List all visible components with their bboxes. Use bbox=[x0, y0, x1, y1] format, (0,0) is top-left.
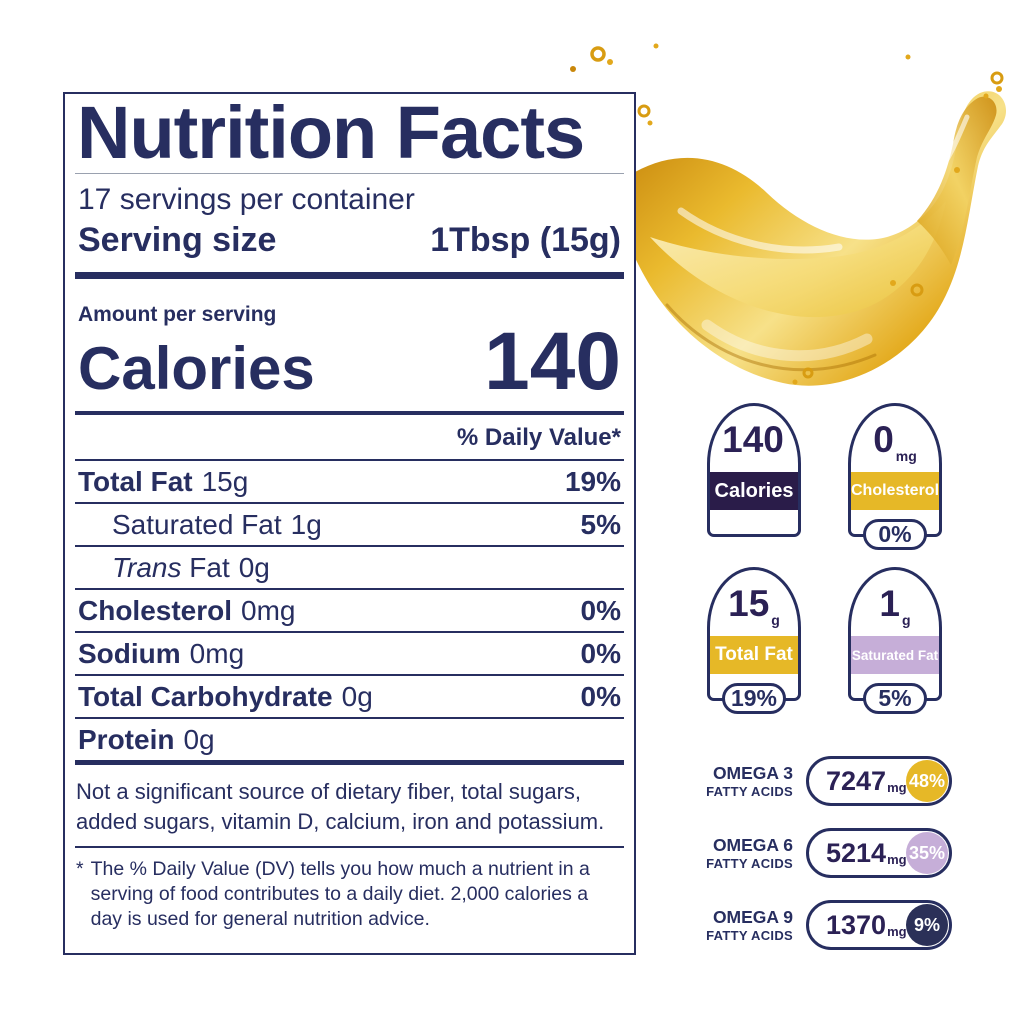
omega-9-name: OMEGA 9 bbox=[712, 906, 793, 927]
omega-3-pill: 7247 mg 48% bbox=[806, 756, 952, 806]
thick-divider bbox=[75, 272, 624, 280]
thick-divider-bottom bbox=[75, 760, 624, 766]
serving-size-value: 1Tbsp (15g) bbox=[430, 221, 621, 260]
omega-6-pill: 5214 mg 35% bbox=[806, 828, 952, 878]
footnote-text: The % Daily Value (DV) tells you how muc… bbox=[90, 857, 590, 931]
omega-9-sublabel: FATTY ACIDS bbox=[706, 927, 793, 943]
nutrition-facts-label: Nutrition Facts 17 servings per containe… bbox=[63, 92, 636, 955]
badge-calories-label: Calories bbox=[714, 479, 794, 502]
badge-saturated-fat-percent: 5% bbox=[863, 683, 927, 714]
badge-cholesterol-percent: 0% bbox=[863, 519, 927, 550]
badge-cholesterol-unit: mg bbox=[895, 448, 917, 464]
badge-total-fat-value: 15 bbox=[728, 582, 770, 624]
calories-row: Calories 140 bbox=[75, 316, 624, 408]
badge-calories-value: 140 bbox=[722, 418, 784, 460]
badge-cholesterol-value: 0 bbox=[873, 418, 894, 460]
calories-label: Calories bbox=[78, 335, 315, 403]
dv-value: 5% bbox=[580, 508, 621, 540]
oil-droplets bbox=[570, 43, 1004, 385]
omega-9-pill: 1370 mg 9% bbox=[806, 900, 952, 950]
badge-cholesterol: 0 mg Cholesterol 0% bbox=[848, 403, 942, 550]
footnote-asterisk: * bbox=[76, 857, 84, 880]
omega-3-value: 7247 bbox=[826, 765, 887, 796]
serving-size-label: Serving size bbox=[78, 221, 277, 260]
nutrient-row-total-carbohydrate: Total Carbohydrate 0g 0% bbox=[75, 676, 624, 720]
not-significant-note: Not a significant source of dietary fibe… bbox=[75, 771, 624, 848]
omega-3-percent: 48% bbox=[906, 760, 948, 802]
omega-3-row: OMEGA 3 FATTY ACIDS 7247 mg 48% bbox=[690, 756, 952, 806]
label-title: Nutrition Facts bbox=[77, 91, 585, 174]
badge-saturated-fat-label: Saturated Fat bbox=[851, 647, 939, 663]
omega-3-sublabel: FATTY ACIDS bbox=[706, 783, 793, 799]
omega-3-name: OMEGA 3 bbox=[712, 762, 793, 783]
dv-value: 0% bbox=[580, 637, 621, 669]
daily-value-footnote: * The % Daily Value (DV) tells you how m… bbox=[75, 848, 611, 933]
badge-saturated-fat-unit: g bbox=[902, 612, 911, 628]
nutrient-row-total-fat: Total Fat 15g 19% bbox=[75, 461, 624, 505]
omega-6-name: OMEGA 6 bbox=[712, 834, 793, 855]
nutrient-row-cholesterol: Cholesterol 0mg 0% bbox=[75, 590, 624, 634]
daily-value-header: % Daily Value* bbox=[75, 415, 624, 462]
nutrient-row-trans-fat: Trans Fat 0g bbox=[75, 547, 624, 591]
dv-value: 19% bbox=[564, 465, 621, 497]
oil-splash-illustration bbox=[570, 43, 1007, 386]
badge-calories: 140 Calories bbox=[707, 403, 801, 537]
omega-6-unit: mg bbox=[887, 852, 907, 867]
medium-divider bbox=[75, 411, 624, 416]
omega-6-value: 5214 bbox=[826, 837, 887, 868]
omega-9-unit: mg bbox=[887, 924, 907, 939]
badge-saturated-fat-value: 1 bbox=[879, 582, 900, 624]
omega-6-percent: 35% bbox=[906, 832, 948, 874]
badge-total-fat-percent: 19% bbox=[722, 683, 786, 714]
omega-9-value: 1370 bbox=[826, 909, 887, 940]
serving-size-row: Serving size 1Tbsp (15g) bbox=[75, 216, 624, 272]
nutrient-row-protein: Protein 0g bbox=[78, 723, 215, 755]
omega-9-row: OMEGA 9 FATTY ACIDS 1370 mg 9% bbox=[690, 900, 952, 950]
omega-section: OMEGA 3 FATTY ACIDS 7247 mg 48% OMEGA 6 … bbox=[690, 756, 952, 950]
badge-total-fat-unit: g bbox=[771, 612, 780, 628]
title-divider bbox=[75, 173, 624, 175]
amount-per-serving: Amount per serving bbox=[78, 303, 277, 327]
nutrient-row-saturated-fat: Saturated Fat 1g 5% bbox=[75, 504, 624, 548]
omega-6-row: OMEGA 6 FATTY ACIDS 5214 mg 35% bbox=[690, 828, 952, 878]
omega-6-sublabel: FATTY ACIDS bbox=[706, 855, 793, 871]
nutrient-row-sodium: Sodium 0mg 0% bbox=[75, 633, 624, 677]
calories-value: 140 bbox=[484, 316, 621, 408]
badge-cholesterol-label: Cholesterol bbox=[851, 482, 940, 499]
omega-3-unit: mg bbox=[887, 780, 907, 795]
servings-per-container: 17 servings per container bbox=[78, 183, 415, 217]
omega-9-percent: 9% bbox=[906, 904, 948, 946]
summary-badges: 140 Calories 0 mg Cholesterol 0% 15 g Tota… bbox=[707, 403, 942, 714]
dv-value: 0% bbox=[580, 594, 621, 626]
badge-total-fat: 15 g Total Fat 19% bbox=[707, 567, 801, 714]
badge-total-fat-label: Total Fat bbox=[715, 644, 793, 665]
dv-value: 0% bbox=[580, 680, 621, 712]
